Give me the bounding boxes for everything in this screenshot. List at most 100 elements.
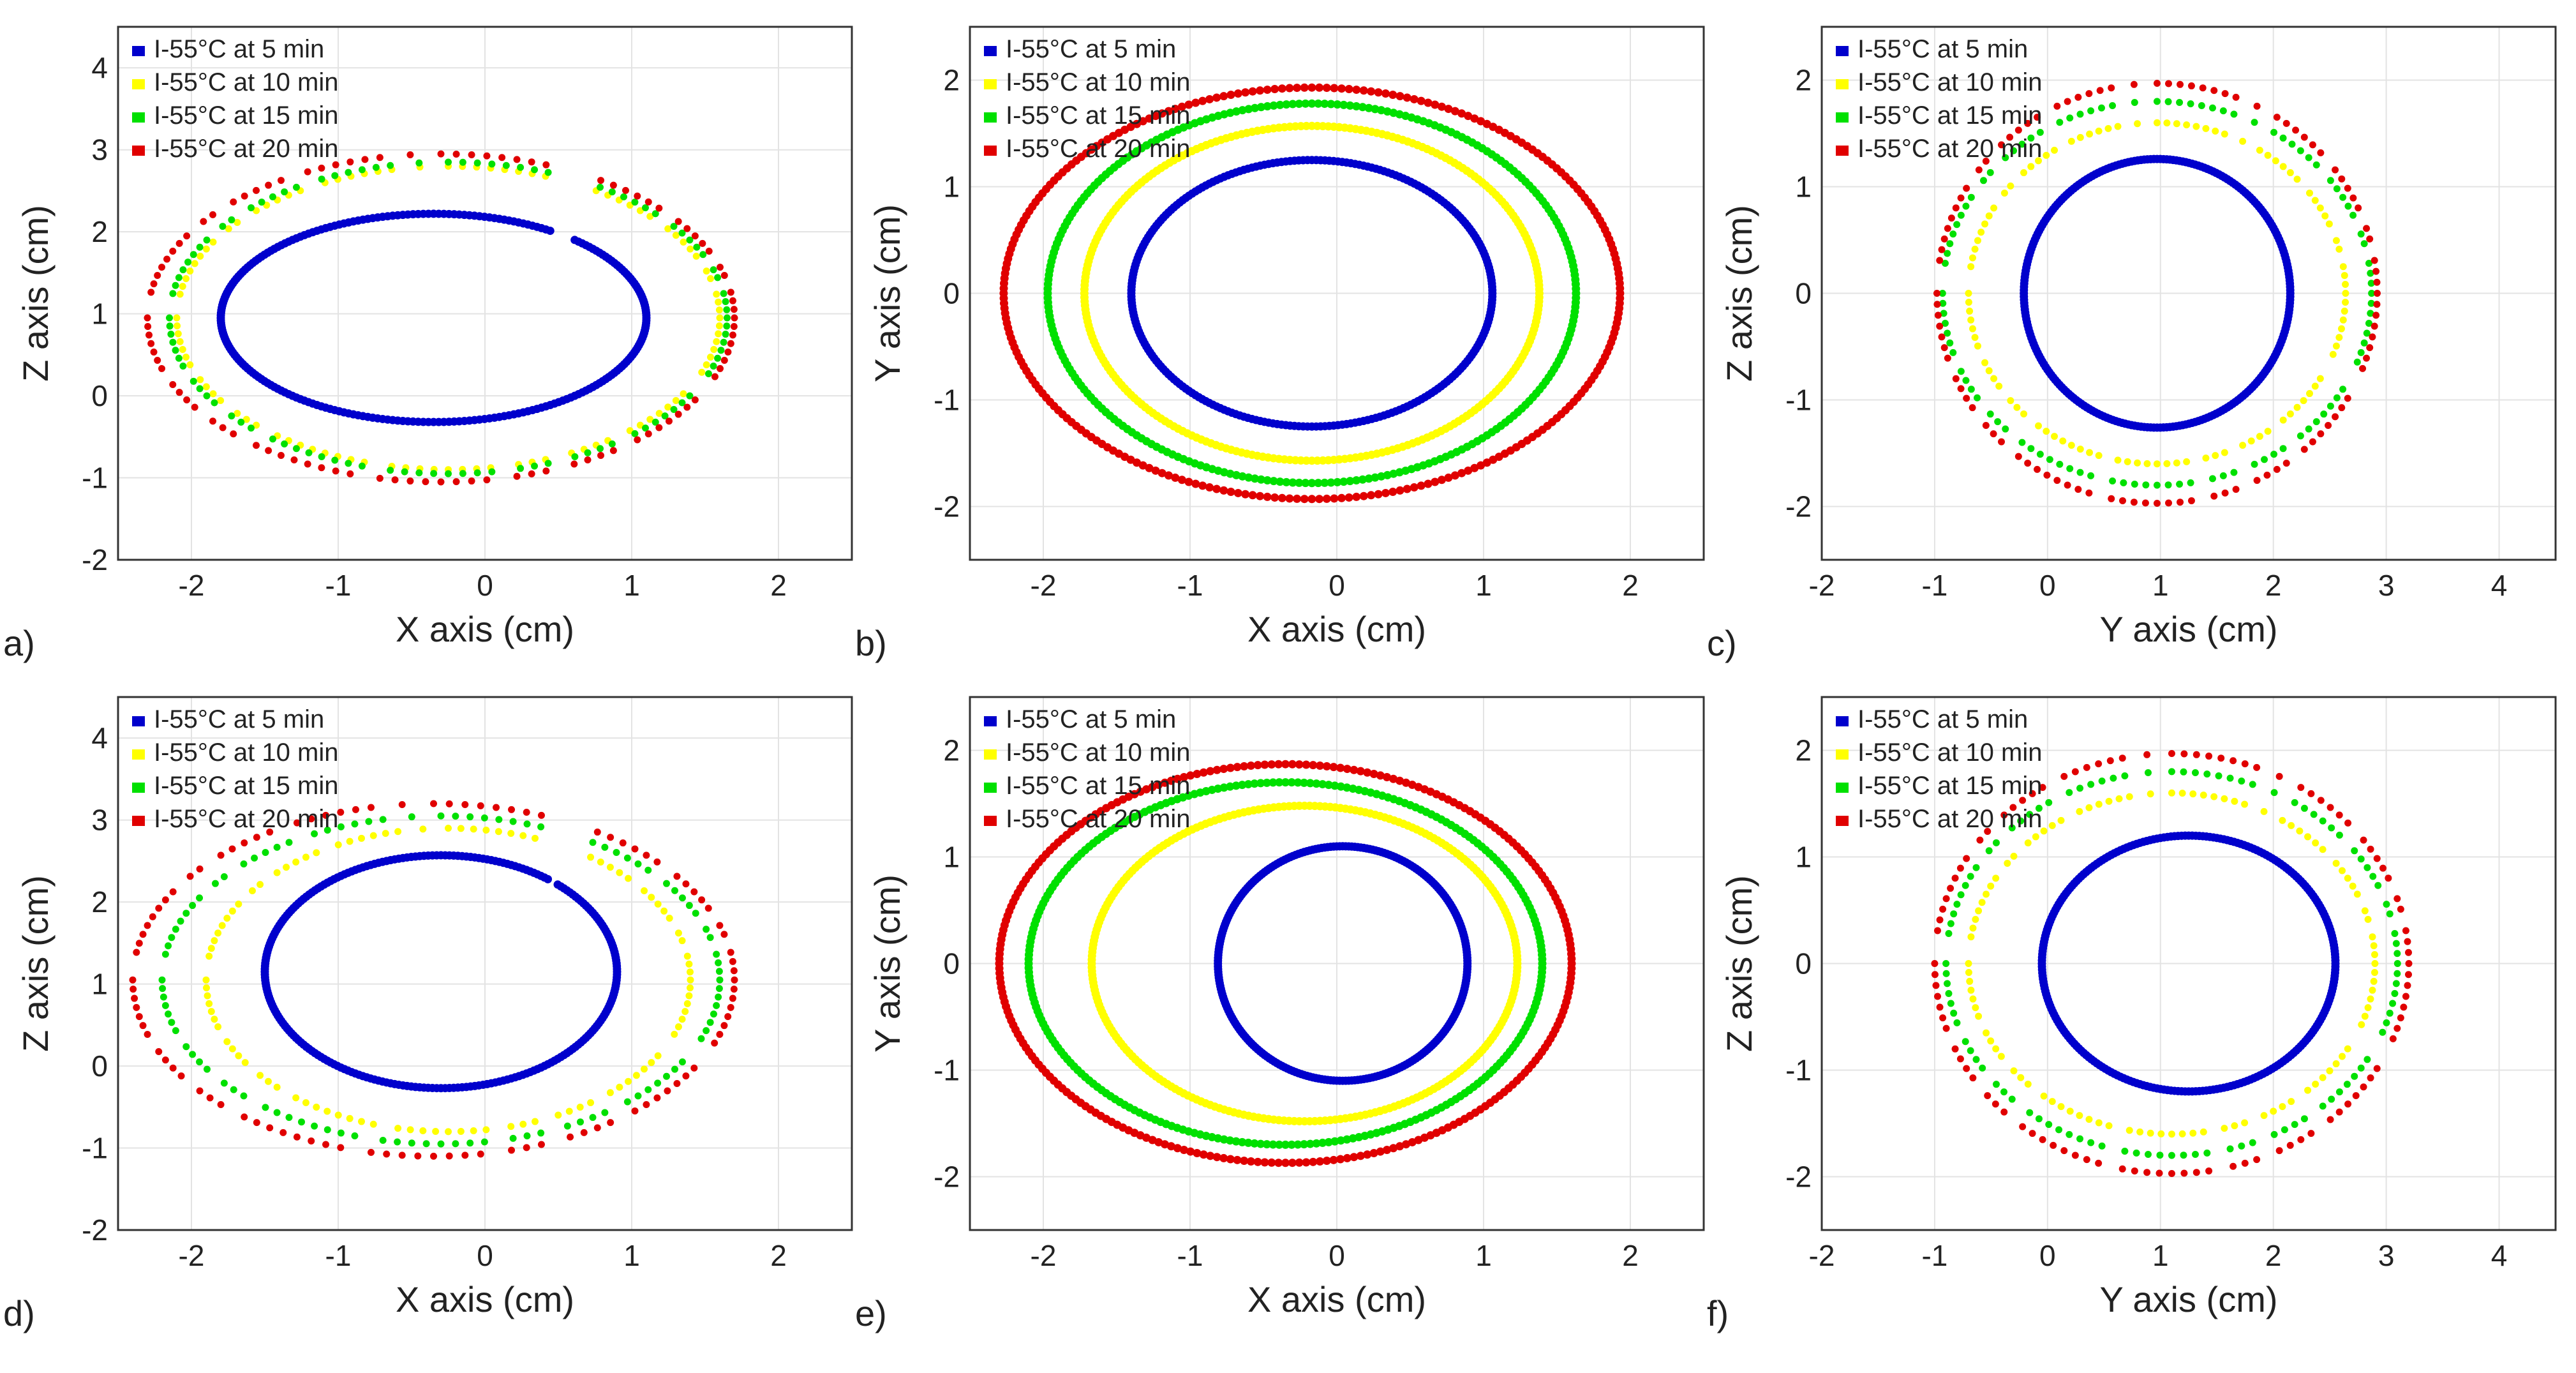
data-point: [517, 163, 525, 171]
data-point: [2095, 1159, 2103, 1167]
data-point: [2338, 404, 2346, 412]
data-point: [715, 985, 723, 993]
data-point: [2018, 439, 2026, 446]
data-point: [2039, 1136, 2046, 1143]
data-point: [174, 330, 182, 338]
data-point: [1457, 469, 1466, 477]
data-point: [1232, 781, 1240, 790]
data-point: [1199, 1150, 1208, 1159]
x-tick-label: -1: [1921, 1239, 1947, 1272]
plot-frame: [117, 696, 853, 1231]
data-point: [2371, 322, 2378, 330]
data-point: [1329, 1155, 1338, 1164]
data-point: [2241, 1159, 2249, 1167]
data-point: [2344, 202, 2352, 210]
data-point: [513, 156, 521, 163]
data-point: [587, 853, 595, 861]
data-point: [509, 1134, 517, 1142]
legend-swatch: [132, 816, 145, 826]
data-point: [383, 1150, 391, 1158]
data-point: [230, 430, 237, 438]
data-point: [2339, 263, 2347, 271]
data-point: [2332, 859, 2340, 867]
data-point: [1244, 473, 1253, 482]
data-point: [502, 161, 510, 169]
data-point: [1322, 494, 1331, 503]
data-point: [2095, 127, 2103, 135]
data-point: [228, 845, 236, 853]
data-point: [2292, 126, 2300, 134]
data-point: [1369, 769, 1378, 778]
data-point: [1933, 301, 1941, 308]
data-point: [414, 1152, 422, 1160]
data-point: [172, 281, 179, 289]
data-point: [2144, 769, 2152, 777]
data-point: [1972, 915, 1979, 923]
data-point: [523, 1132, 531, 1140]
x-tick-label: -2: [1809, 569, 1835, 602]
data-point: [1275, 778, 1284, 787]
data-point: [711, 373, 718, 380]
data-point: [2217, 754, 2225, 762]
data-point: [2178, 790, 2186, 797]
data-point: [1947, 214, 1955, 222]
x-tick-label: 2: [2265, 569, 2282, 602]
data-point: [1205, 483, 1214, 492]
data-point: [258, 199, 265, 206]
data-point: [2165, 80, 2173, 87]
data-point: [2024, 1080, 2032, 1088]
data-point: [2364, 1056, 2371, 1063]
data-point: [2327, 1116, 2334, 1123]
data-point: [1330, 84, 1339, 93]
data-point: [147, 289, 155, 296]
data-point: [644, 198, 652, 206]
data-point: [1346, 101, 1355, 110]
data-point: [203, 984, 211, 992]
data-point: [2349, 211, 2357, 219]
data-point: [473, 469, 481, 477]
data-point: [2066, 465, 2074, 472]
data-point: [2074, 486, 2082, 493]
data-point: [632, 1072, 640, 1079]
data-point: [1277, 84, 1286, 93]
data-point: [2153, 499, 2161, 507]
data-point: [1936, 322, 1944, 330]
data-point: [179, 362, 187, 370]
data-point: [537, 811, 545, 819]
data-point: [1206, 767, 1215, 776]
data-point: [196, 1087, 204, 1095]
data-point: [2389, 1000, 2397, 1007]
data-point: [1241, 88, 1250, 97]
data-point: [634, 860, 642, 868]
data-point: [1173, 774, 1182, 783]
data-point: [1952, 204, 1960, 212]
data-point: [1369, 1149, 1378, 1158]
data-point: [2238, 1142, 2245, 1150]
data-point: [1269, 477, 1278, 486]
data-point: [1990, 375, 1998, 382]
data-point: [158, 364, 166, 372]
data-point: [2153, 98, 2161, 105]
data-point: [183, 232, 191, 240]
data-point: [1938, 246, 1946, 253]
data-point: [206, 1094, 214, 1102]
y-tick-label: 0: [943, 947, 960, 980]
data-point: [691, 396, 699, 403]
data-point: [2365, 259, 2372, 267]
data-point: [1403, 484, 1411, 493]
data-point: [202, 245, 210, 253]
data-point: [311, 1122, 318, 1130]
data-point: [248, 887, 256, 895]
data-point: [1240, 762, 1249, 770]
data-point: [2325, 220, 2333, 228]
data-point: [576, 1104, 584, 1111]
data-point: [613, 970, 622, 979]
data-point: [641, 1065, 648, 1073]
data-point: [262, 849, 269, 857]
data-point: [642, 204, 650, 211]
data-point: [2043, 428, 2050, 435]
data-point: [660, 907, 668, 915]
data-point: [2272, 157, 2279, 165]
data-point: [1940, 235, 1948, 243]
